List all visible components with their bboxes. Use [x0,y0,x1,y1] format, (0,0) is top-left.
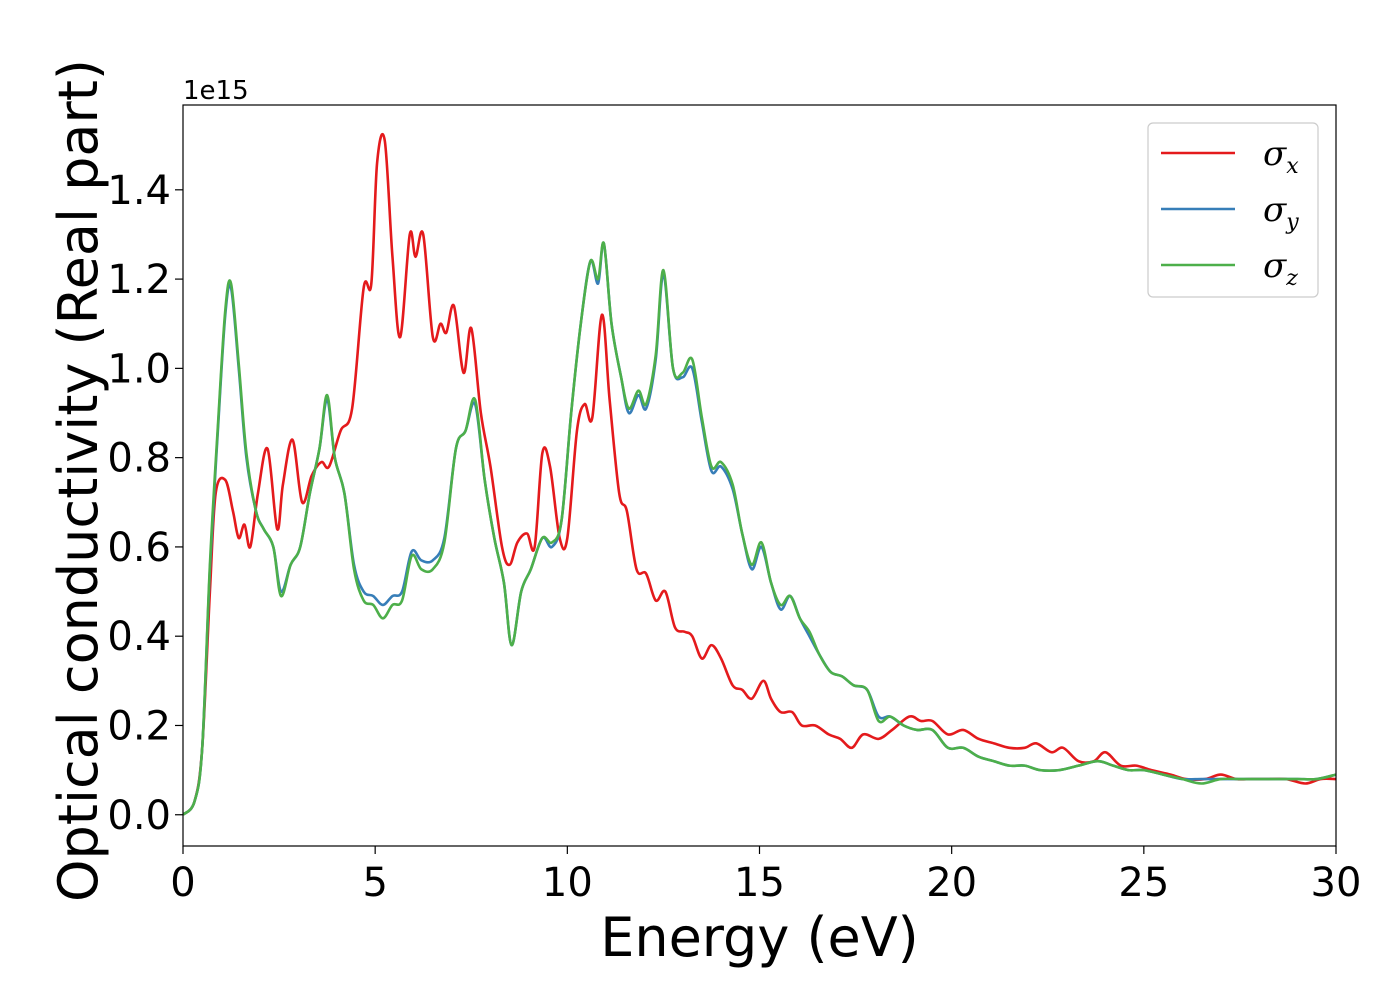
legend-item-y: σy [1161,190,1299,235]
y-tick-label: 0.0 [107,793,171,839]
series-layer [183,132,1336,816]
x-tick-label: 5 [362,860,387,906]
x-axis-ticks: 0 5 10 15 20 25 30 [170,846,1361,906]
legend-item-x: σx [1161,134,1299,179]
y-tick-label: 0.8 [107,436,171,482]
y-tick-label: 0.4 [107,614,171,660]
x-tick-label: 20 [926,860,977,906]
x-tick-label: 25 [1118,860,1169,906]
legend-label: σy [1263,190,1299,235]
x-axis-label: Energy (eV) [600,906,919,969]
x-tick-label: 15 [734,860,785,906]
y-axis-label: Optical conductivity (Real part) [47,59,110,902]
x-tick-label: 10 [542,860,593,906]
series-line-y [183,241,1336,816]
legend-label: σz [1263,246,1298,291]
series-line-z [183,241,1336,816]
x-tick-label: 0 [170,860,195,906]
y-tick-label: 0.2 [107,703,171,749]
y-tick-label: 0.6 [107,525,171,571]
series-line-x [183,132,1336,816]
y-axis-ticks: 0.0 0.2 0.4 0.6 0.8 1.0 1.2 1.4 [107,168,183,839]
y-tick-label: 1.4 [107,168,171,214]
legend-item-z: σz [1161,246,1298,291]
legend-label: σx [1263,134,1299,179]
y-tick-label: 1.2 [107,257,171,303]
y-tick-label: 1.0 [107,346,171,392]
legend: σx σy σz [1147,122,1319,298]
x-tick-label: 30 [1311,860,1362,906]
y-offset-text: 1e15 [183,76,249,106]
